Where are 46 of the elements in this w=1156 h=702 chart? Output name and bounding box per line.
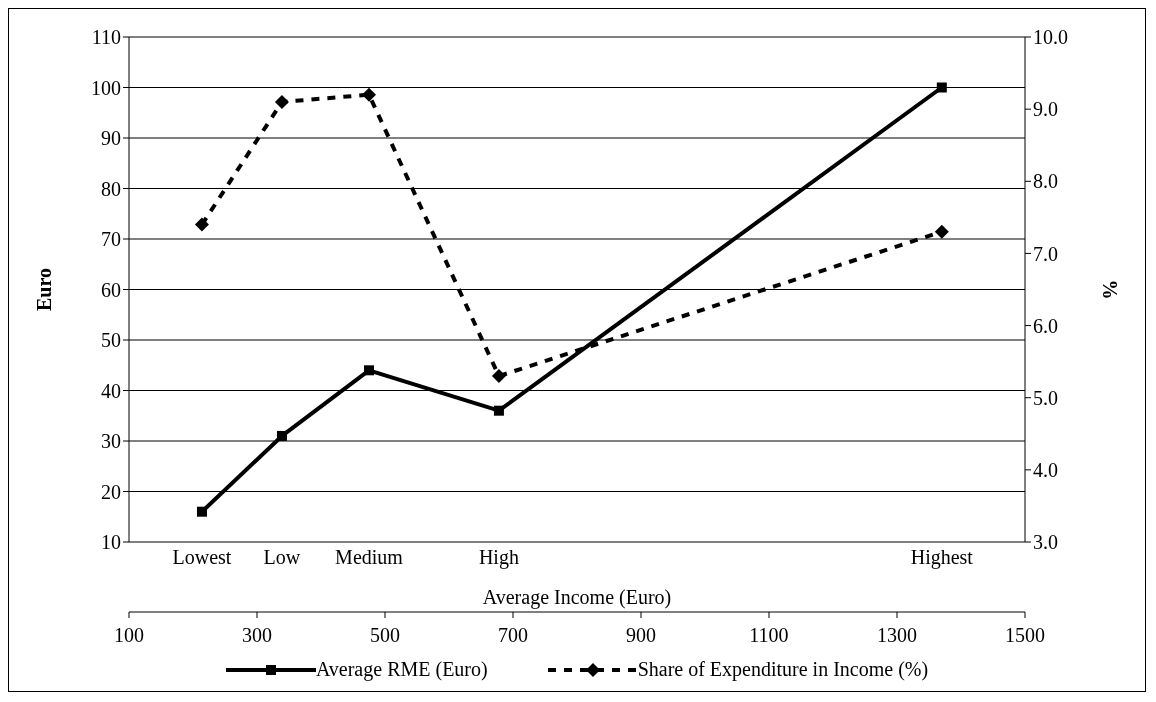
legend-label: Average RME (Euro) [315,658,488,681]
x-tick-label: 1500 [1005,624,1045,647]
x-axis-title: Average Income (Euro) [482,586,672,609]
x-tick-label: 300 [242,624,272,647]
y-tick-label: 110 [91,26,121,49]
y2-tick-label: 8.0 [1033,170,1058,193]
point [194,217,209,232]
y2-tick-label: 5.0 [1033,386,1058,409]
y-tick-label: 100 [91,76,121,99]
y2-tick-label: 3.0 [1033,531,1058,554]
x-tick-label: 900 [626,624,656,647]
y-axis-title: Euro [33,268,56,311]
point [934,224,949,239]
text: High [478,546,519,570]
y-tick-label: 30 [101,430,121,453]
point [276,430,287,441]
text: Highest [910,546,974,570]
y2-tick-label: 7.0 [1033,242,1058,265]
x-tick-label: 700 [498,624,528,647]
y-tick-label: 60 [101,278,121,301]
text: Lowest [172,546,232,569]
y-tick-label: 70 [101,228,121,251]
point [196,506,207,517]
text: Low [263,546,301,569]
point [364,365,374,376]
y2-tick-label: 10.0 [1033,26,1068,49]
point [936,82,947,93]
point [274,94,289,109]
point [362,87,376,102]
x-tick-label: 1100 [749,624,789,647]
y-tick-label: 90 [101,127,121,150]
y2-tick-label: 6.0 [1033,314,1058,337]
x-tick-label: 500 [370,624,400,647]
y-tick-label: 80 [101,177,121,200]
y-tick-label: 10 [101,531,121,554]
y2-tick-label: 4.0 [1033,458,1058,481]
text: Medium [335,546,404,569]
y2-tick-label: 9.0 [1033,98,1058,121]
y-tick-label: 20 [101,480,121,503]
point [493,405,504,416]
point [491,369,506,384]
y2-axis-title: % [1098,279,1121,300]
legend-label: Share of Expenditure in Income (%) [637,658,929,681]
y-tick-label: 50 [101,329,121,352]
x-tick-label: 1300 [877,624,917,647]
y-tick-label: 40 [101,379,121,402]
